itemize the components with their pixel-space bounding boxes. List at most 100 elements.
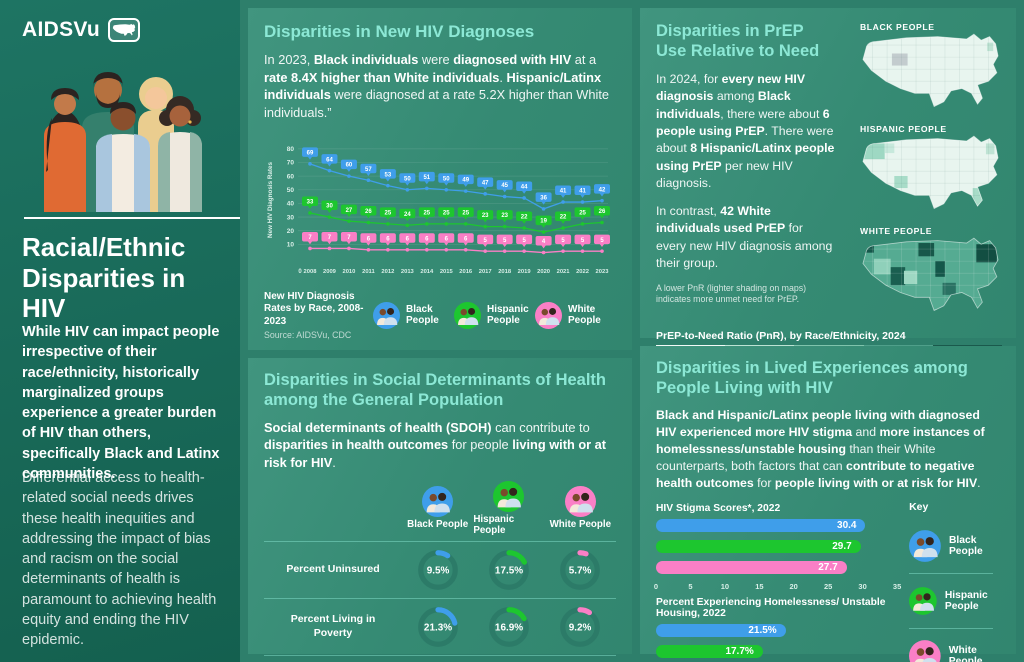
svg-text:42: 42 xyxy=(599,187,606,193)
column-header-label: White People xyxy=(549,519,612,531)
svg-text:64: 64 xyxy=(326,157,333,163)
svg-text:7: 7 xyxy=(308,235,312,241)
lived-charts-column: HIV Stigma Scores*, 2022 30.4 29.7 27.7 0… xyxy=(654,501,901,662)
prep-map-block: HISPANIC PEOPLE xyxy=(858,124,1003,222)
divider xyxy=(264,540,616,542)
svg-text:5: 5 xyxy=(522,237,526,243)
svg-text:9.5%: 9.5% xyxy=(426,565,449,576)
x-axis: 0 5 10 15 20 25 30 35 xyxy=(654,581,901,593)
pnr-scale-title: PrEP-to-Need Ratio (PnR), by Race/Ethnic… xyxy=(656,330,906,342)
prep-paragraph-2: In contrast, 42 White individuals used P… xyxy=(656,203,833,271)
people-avatar-icon xyxy=(454,301,481,329)
svg-text:23: 23 xyxy=(482,213,489,219)
donut-chart: 9.5% xyxy=(417,549,458,590)
panel-title: Disparities in Lived Experiences among P… xyxy=(656,359,968,397)
svg-text:5: 5 xyxy=(503,237,507,243)
donut-chart: 9.2% xyxy=(560,606,601,647)
people-avatar-icon xyxy=(493,480,525,512)
legend-label: Hispanic People xyxy=(487,303,529,327)
svg-text:25: 25 xyxy=(443,210,450,216)
divider xyxy=(24,217,240,219)
people-avatar-icon xyxy=(422,486,454,518)
donut-cell: 9.2% xyxy=(545,599,616,655)
svg-text:30: 30 xyxy=(326,203,333,209)
svg-text:2018: 2018 xyxy=(498,269,512,275)
us-choropleth-map xyxy=(862,237,999,312)
svg-text:70: 70 xyxy=(287,159,295,166)
donut-cell: 6.0% xyxy=(545,656,616,662)
divider xyxy=(264,654,616,656)
homelessness-bar-chart: 21.5% 17.7% 13.3%010203040 xyxy=(656,623,897,662)
us-choropleth-map xyxy=(862,135,999,210)
people-avatar-icon xyxy=(909,529,941,562)
donut-chart: 16.9% xyxy=(489,606,529,647)
svg-text:6: 6 xyxy=(406,236,410,242)
legend-item: Black People xyxy=(373,301,454,329)
svg-text:New HIV Diagnosis Rates: New HIV Diagnosis Rates xyxy=(267,161,274,237)
svg-text:20: 20 xyxy=(287,228,295,235)
svg-text:10: 10 xyxy=(287,241,295,248)
svg-text:2008: 2008 xyxy=(304,269,318,275)
key-item: Hispanic People xyxy=(909,574,1000,628)
bar-row: 29.7 xyxy=(656,539,897,553)
legend-item: White People xyxy=(535,301,616,329)
svg-text:24: 24 xyxy=(404,211,411,217)
svg-text:21.3%: 21.3% xyxy=(424,622,452,633)
prep-maps-column: BLACK PEOPLE HISPANIC PEOPLE WHITE PEOPL… xyxy=(858,22,1003,324)
bar-row: 30.4 xyxy=(656,518,897,532)
donut-cell: 9.5% xyxy=(402,542,473,598)
people-avatar-icon xyxy=(535,301,562,329)
donut-cell: 11.9% xyxy=(402,656,473,662)
svg-text:25: 25 xyxy=(423,210,430,216)
svg-text:30: 30 xyxy=(287,214,295,221)
svg-text:2016: 2016 xyxy=(459,269,473,275)
svg-text:2020: 2020 xyxy=(537,269,550,275)
key-item-label: White People xyxy=(948,644,983,662)
page-title: Racial/Ethnic Disparities in HIV xyxy=(22,232,186,324)
svg-text:2019: 2019 xyxy=(518,269,532,275)
donut-chart: 21.3% xyxy=(417,606,458,647)
prep-columns: Disparities in PrEP Use Relative to Need… xyxy=(656,22,1002,324)
donut-chart: 5.7% xyxy=(560,549,601,590)
column-header-label: Hispanic People xyxy=(473,513,515,536)
svg-text:5: 5 xyxy=(561,237,565,243)
bar-value-label: 29.7 xyxy=(832,540,852,552)
svg-text:6: 6 xyxy=(386,236,390,242)
svg-text:50: 50 xyxy=(404,176,411,182)
donut-cell: 17.5% xyxy=(473,542,544,598)
chart-source: Source: AIDSVu, CDC xyxy=(264,330,352,341)
svg-text:2013: 2013 xyxy=(401,269,415,275)
svg-text:5.7%: 5.7% xyxy=(569,565,592,576)
key-item-label: Hispanic People xyxy=(944,589,988,612)
divider xyxy=(909,572,993,574)
sdoh-table: Black People Hispanic People White Peopl… xyxy=(264,478,616,662)
homelessness-chart-title: Percent Experiencing Homelessness/ Unsta… xyxy=(656,596,886,619)
svg-text:17.5%: 17.5% xyxy=(495,565,523,576)
people-avatar-icon xyxy=(909,586,937,615)
svg-text:69: 69 xyxy=(307,150,314,156)
key-items: Black People Hispanic People White Peopl… xyxy=(909,519,1000,662)
svg-text:41: 41 xyxy=(560,188,567,194)
hiv-diagnosis-line-chart: 10 20 30 40 50 60 70 80 0 2008 2009 2010 2011 2012 201… xyxy=(264,126,616,289)
svg-text:7: 7 xyxy=(328,235,332,241)
prep-map-block: BLACK PEOPLE xyxy=(858,22,1003,120)
x-tick: 10 xyxy=(720,581,730,591)
svg-text:49: 49 xyxy=(462,177,469,183)
svg-text:26: 26 xyxy=(365,209,372,215)
chart-legend-items: Black People Hispanic People White Peopl… xyxy=(373,301,616,329)
donut-cell: 16.9% xyxy=(473,599,544,655)
column-header: Black People xyxy=(402,483,473,535)
prep-map-block: WHITE PEOPLE xyxy=(858,226,1003,324)
svg-text:2014: 2014 xyxy=(420,269,434,275)
donut-cell: 27.5% xyxy=(473,656,544,662)
key-item: White People xyxy=(909,629,1000,662)
x-tick: 5 xyxy=(688,581,693,591)
svg-text:40: 40 xyxy=(287,200,295,207)
bar-value-label: 17.7% xyxy=(725,645,754,657)
prep-paragraph-1: In 2024, for every new HIV diagnosis amo… xyxy=(656,71,835,191)
svg-text:45: 45 xyxy=(501,183,508,189)
svg-text:6: 6 xyxy=(425,236,429,242)
svg-text:16.9%: 16.9% xyxy=(495,622,523,633)
legend-label: Black People xyxy=(406,303,439,327)
